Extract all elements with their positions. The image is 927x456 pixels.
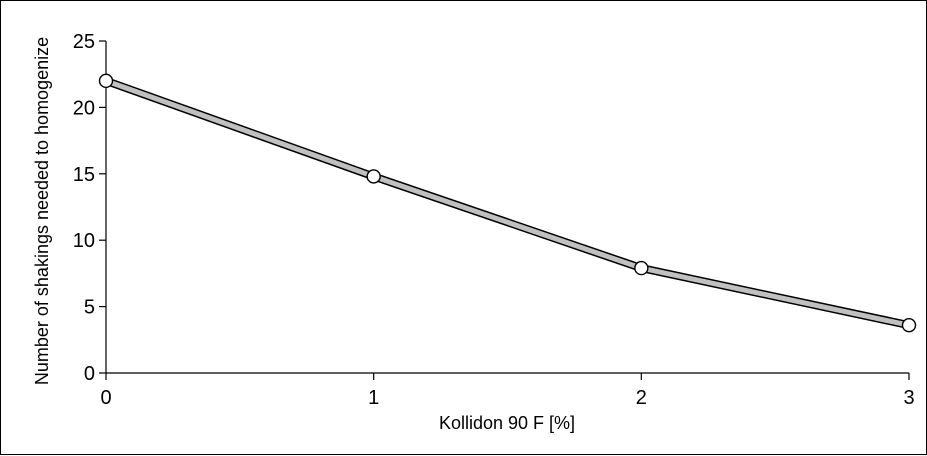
y-tick-label: 5	[84, 297, 95, 319]
series	[98, 73, 917, 333]
x-axis-label: Kollidon 90 F [%]	[439, 413, 575, 433]
x-tick-label: 1	[368, 387, 379, 409]
data-point	[98, 73, 114, 89]
y-tick-label: 25	[73, 31, 95, 53]
x-tick-label: 2	[636, 387, 647, 409]
series-line	[105, 78, 910, 328]
axes	[105, 41, 909, 374]
y-tick-label: 0	[84, 363, 95, 385]
y-tick-label: 10	[73, 230, 95, 252]
data-point	[901, 317, 917, 333]
x-tick-label: 0	[100, 387, 111, 409]
ticks: 0 5 10 15 20 25 0 1 2 3	[73, 31, 915, 409]
x-tick-label: 3	[903, 387, 914, 409]
y-axis-label: Number of shakings needed to homogenize	[32, 37, 52, 385]
data-point	[634, 260, 649, 276]
data-point	[366, 169, 381, 184]
y-tick-label: 20	[73, 97, 95, 119]
y-tick-label: 15	[73, 164, 95, 186]
series-line-outline	[104, 77, 910, 330]
